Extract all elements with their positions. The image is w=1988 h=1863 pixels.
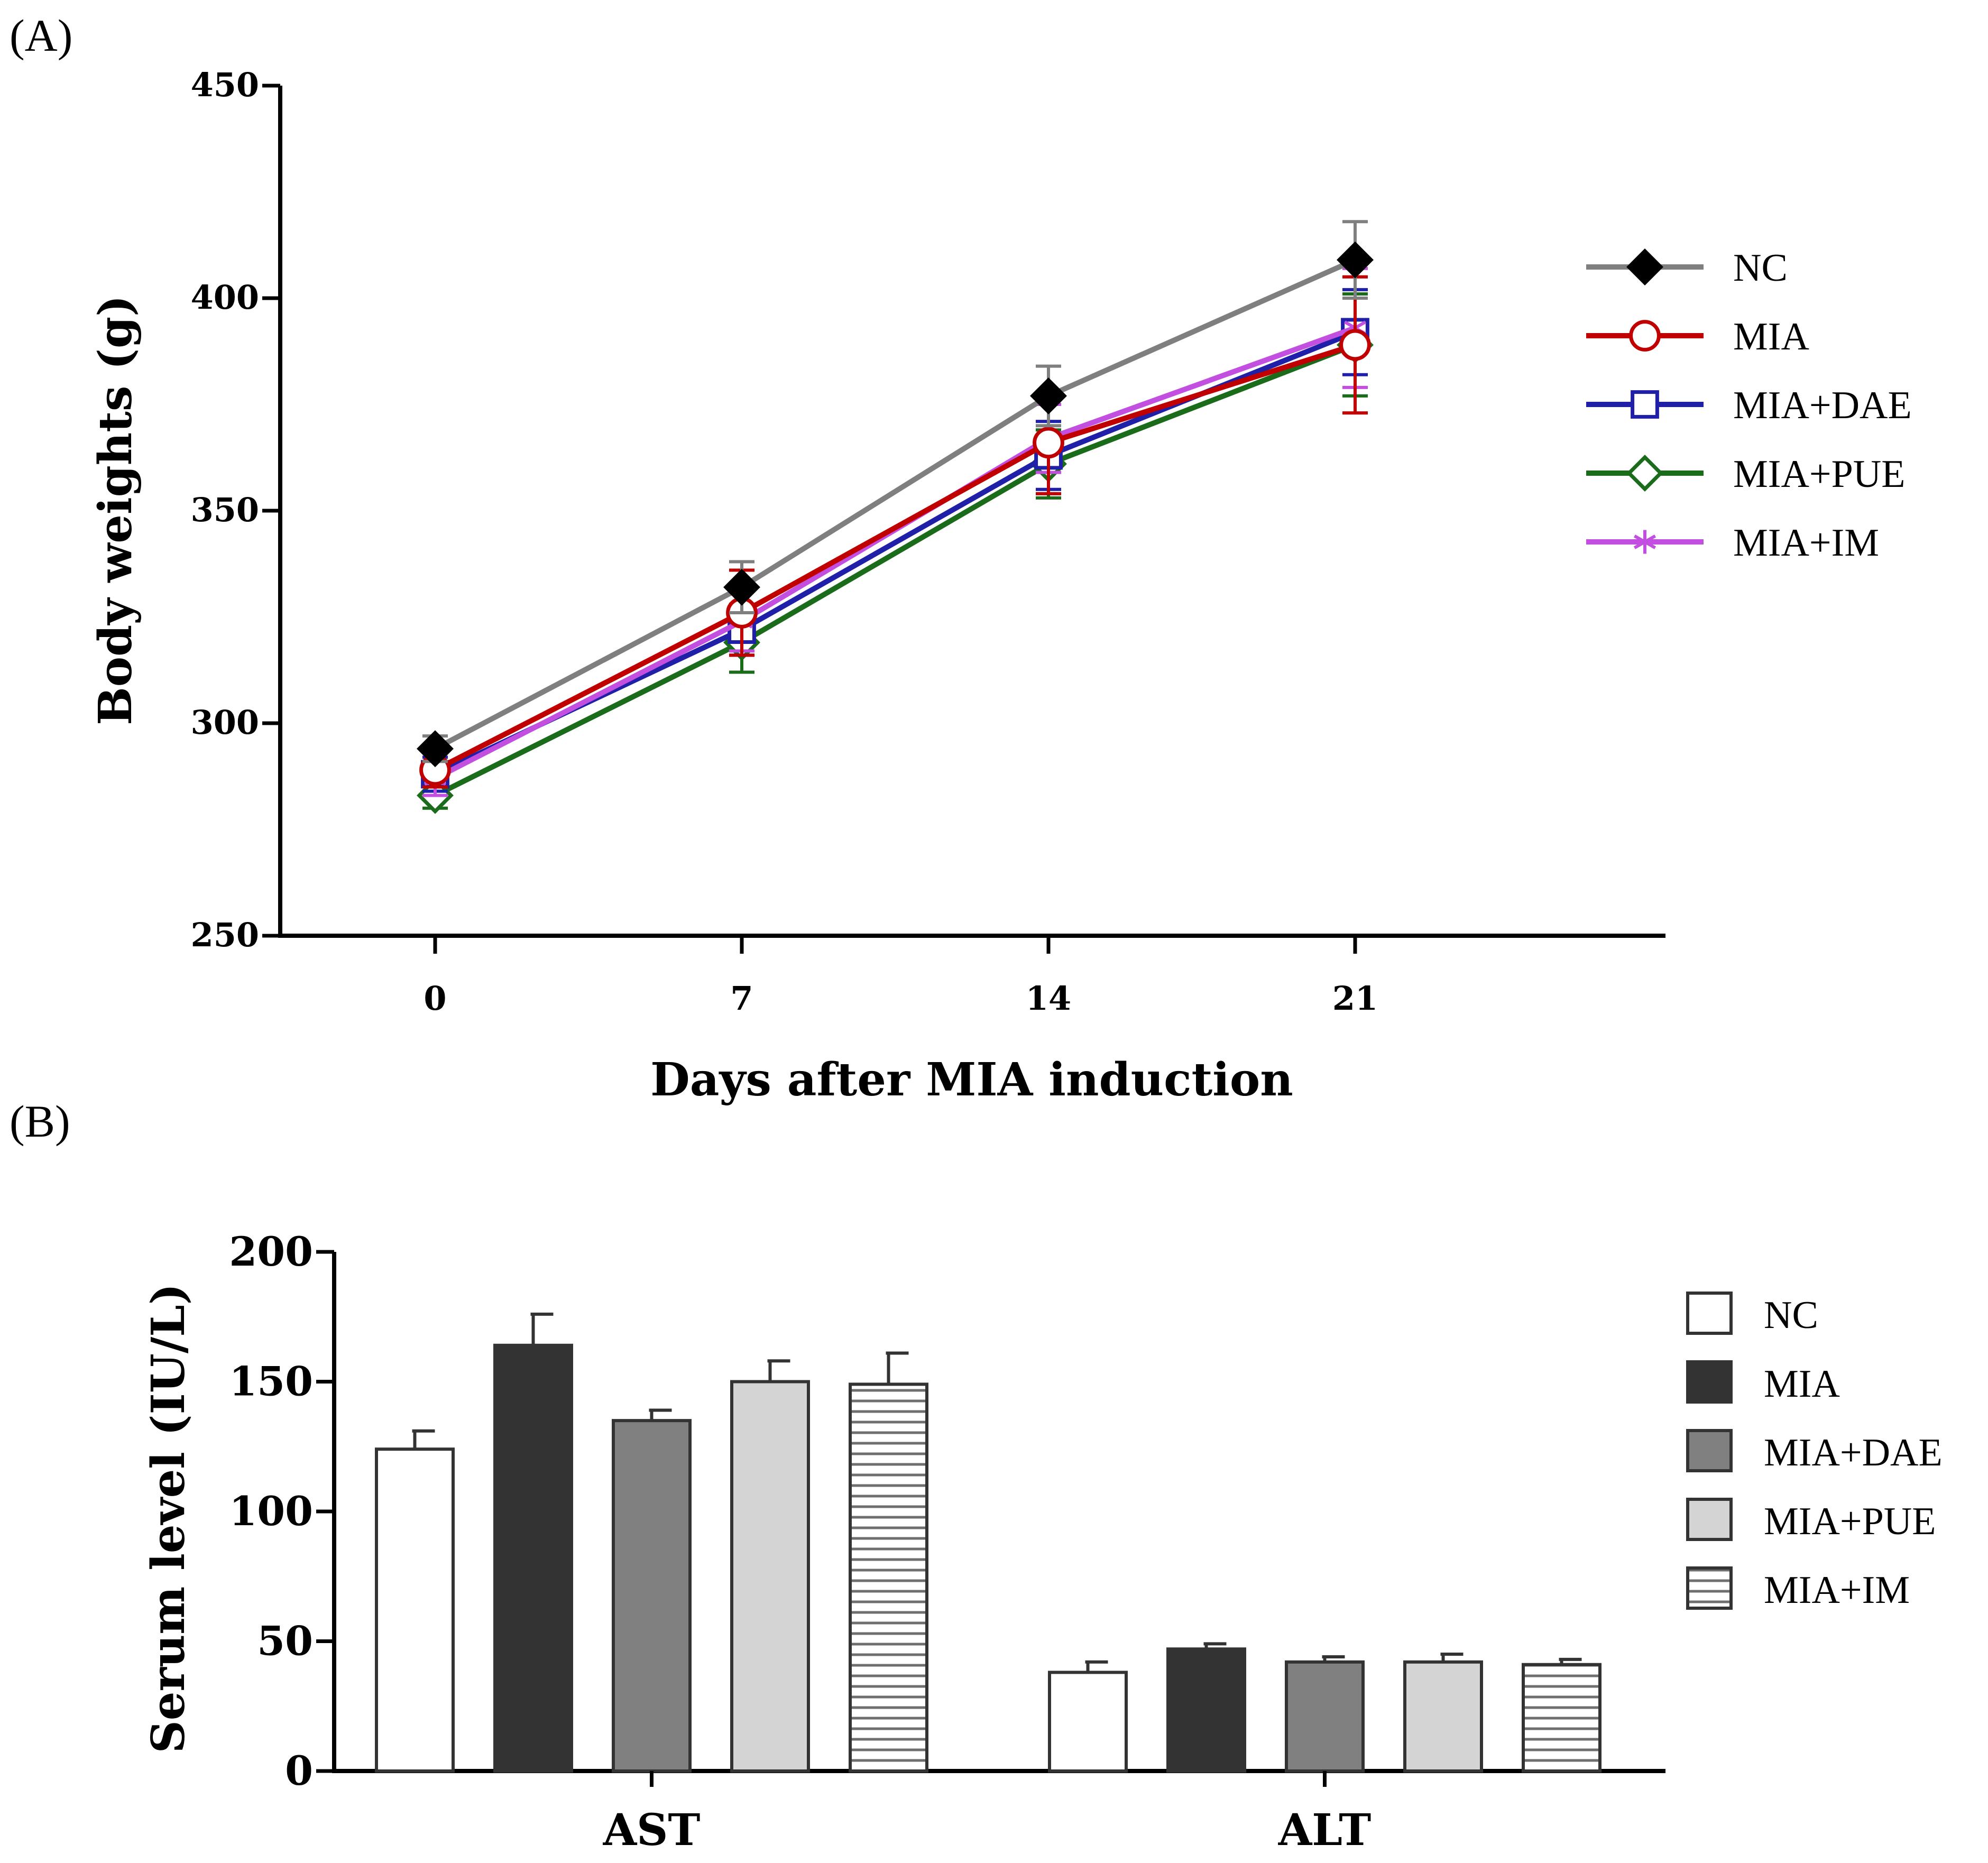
legend-label: MIA+DAE: [1733, 384, 1912, 427]
bar: [1403, 1660, 1483, 1773]
bar-alt-mia-pue: [1403, 1653, 1483, 1773]
panel-a-y-tick-label: 450: [191, 66, 259, 104]
bar: [730, 1380, 810, 1773]
legend-label: MIA+DAE: [1764, 1431, 1943, 1474]
legend-marker-stroke: [1633, 534, 1656, 549]
panel-a-series-mia-dae: [421, 288, 1369, 793]
data-point: [1030, 377, 1067, 414]
legend-label: MIA+PUE: [1764, 1500, 1936, 1543]
panel-b-label: (B): [10, 1096, 70, 1147]
bar-alt-mia: [1166, 1642, 1246, 1773]
legend-marker: [1631, 390, 1659, 419]
bar: [1285, 1660, 1365, 1773]
panel-b-y-tick-label: 150: [229, 1358, 313, 1405]
panel-a-y-tick-label: 250: [191, 916, 259, 954]
legend-marker: [1626, 248, 1663, 285]
panel-a-series: [417, 220, 1374, 814]
legend-item-mia-pue: MIA+PUE: [1686, 1498, 1936, 1543]
panel-b-y-axis-title: Serum level (IU/L): [142, 1284, 195, 1754]
panel-a-x-ticks: 0 7 14 21: [424, 936, 1378, 1018]
bar: [612, 1419, 692, 1773]
legend-marker: [1629, 320, 1661, 352]
legend-label: NC: [1764, 1294, 1818, 1337]
legend-label: NC: [1733, 246, 1788, 290]
panel-b-y-tick-label: 0: [285, 1747, 313, 1794]
bar: [1522, 1663, 1602, 1773]
series-line: [434, 257, 1357, 751]
bar: [375, 1447, 455, 1773]
data-point: [1337, 241, 1374, 279]
legend-item-mia-im: MIA+IM: [1586, 521, 1879, 565]
panel-a-y-tick-label: 350: [191, 491, 259, 529]
panel-b-x-tick-label: AST: [603, 1805, 701, 1856]
panel-b-x-ticks: AST ALT: [603, 1771, 1372, 1856]
series-line: [434, 342, 1356, 798]
series-line: [434, 342, 1356, 772]
bar-alt-mia-dae: [1285, 1655, 1365, 1773]
panel-a-series-mia: [419, 275, 1371, 789]
panel-a-x-tick-label: 7: [730, 979, 753, 1018]
legend-label: MIA: [1733, 315, 1809, 358]
legend-swatch: [1686, 1566, 1733, 1610]
panel-a-legend: NC MIA MIA+DAE MIA+PUE MIA+IM: [1586, 246, 1912, 565]
panel-a-x-tick-label: 21: [1332, 979, 1378, 1018]
legend-marker: [1626, 455, 1663, 492]
legend-item-mia-dae: MIA+DAE: [1686, 1429, 1943, 1474]
panel-a-y-axis-title: Body weights (g): [89, 295, 142, 725]
legend-item-mia-pue: MIA+PUE: [1586, 453, 1905, 496]
bar-ast-mia-dae: [612, 1408, 692, 1773]
panel-a-x-axis-title: Days after MIA induction: [650, 1053, 1293, 1106]
panel-b-y-ticks: 0 50 100 150 200: [229, 1228, 334, 1794]
bar: [1048, 1671, 1128, 1773]
panel-b-y-tick-label: 200: [229, 1228, 313, 1275]
bar: [1166, 1647, 1246, 1773]
legend-label: MIA+PUE: [1733, 453, 1905, 496]
legend-item-mia-dae: MIA+DAE: [1586, 384, 1912, 427]
bar-ast-nc: [375, 1429, 455, 1773]
panel-a-y-tick-label: 300: [191, 703, 259, 742]
legend-label: MIA+IM: [1764, 1569, 1910, 1612]
legend-item-nc: NC: [1586, 246, 1788, 290]
legend-item-mia: MIA: [1686, 1360, 1840, 1406]
legend-item-nc: NC: [1686, 1292, 1818, 1337]
data-point: [1339, 329, 1371, 361]
data-point: [1033, 427, 1064, 459]
legend-item-mia-im: MIA+IM: [1686, 1566, 1910, 1612]
bar-ast-mia-im: [849, 1351, 928, 1773]
panel-a-y-ticks: 250 300 350 400 450: [191, 66, 280, 954]
panel-a-y-tick-label: 400: [191, 278, 259, 317]
bar-ast-mia-pue: [730, 1359, 810, 1773]
bar: [849, 1382, 928, 1773]
data-point: [417, 730, 454, 768]
legend-label: MIA+IM: [1733, 521, 1879, 565]
panel-b-y-tick-label: 100: [229, 1488, 313, 1535]
legend-marker: [1633, 530, 1656, 554]
panel-a-x-tick-label: 0: [424, 979, 446, 1018]
bar-alt-mia-im: [1522, 1657, 1602, 1773]
panel-a-body-weight-chart: (A) 250 300 350 400 450 0 7 14 21 Body weights …: [10, 10, 1912, 1106]
panel-b-y-tick-label: 50: [257, 1618, 313, 1665]
panel-a-x-tick-label: 14: [1026, 979, 1071, 1018]
legend-swatch: [1686, 1292, 1733, 1335]
legend-swatch: [1686, 1360, 1733, 1404]
panel-a-series-mia-im: [422, 266, 1368, 797]
panel-b-legend: NC MIA MIA+DAE MIA+PUE MIA+IM: [1686, 1292, 1943, 1612]
data-point: [723, 568, 760, 606]
panel-b-x-tick-label: ALT: [1278, 1805, 1372, 1856]
legend-label: MIA: [1764, 1362, 1840, 1406]
legend-swatch: [1686, 1498, 1733, 1541]
legend-swatch: [1686, 1429, 1733, 1472]
bar: [493, 1343, 573, 1773]
legend-item-mia: MIA: [1586, 315, 1809, 358]
panel-a-series-nc: [417, 220, 1374, 768]
bar-alt-nc: [1048, 1660, 1128, 1773]
bar-ast-mia: [493, 1312, 573, 1773]
panel-b-bars: [375, 1312, 1602, 1773]
panel-a-label: (A): [10, 10, 72, 61]
panel-b-serum-chart: (B) 0 50 100 150 200 AST ALT Serum level (IU/…: [10, 1096, 1943, 1856]
